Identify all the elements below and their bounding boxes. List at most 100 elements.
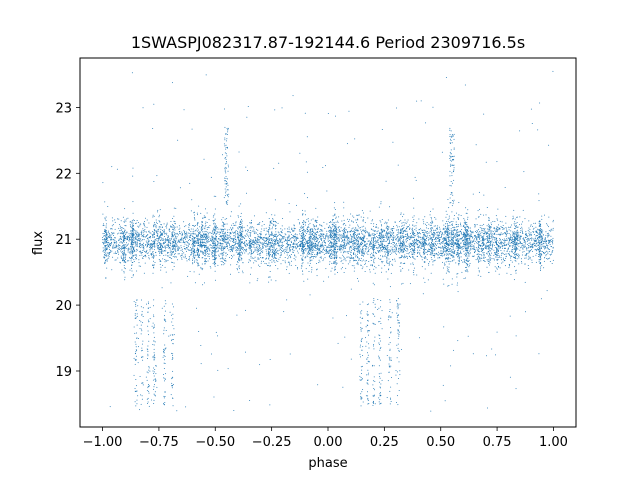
data-point	[527, 252, 529, 254]
data-point	[266, 257, 268, 259]
data-point	[447, 225, 449, 227]
data-point	[246, 244, 248, 246]
data-point	[528, 255, 530, 257]
data-point	[464, 245, 466, 247]
data-point	[389, 231, 391, 233]
data-point	[265, 245, 267, 247]
data-point	[103, 249, 105, 251]
data-point	[292, 235, 294, 237]
data-point	[118, 238, 120, 240]
data-point	[507, 253, 509, 255]
data-point	[483, 257, 485, 259]
data-point	[293, 236, 295, 238]
data-point	[440, 241, 442, 243]
data-point	[254, 247, 256, 249]
data-point	[177, 242, 179, 244]
data-point	[463, 232, 465, 234]
data-point	[187, 246, 189, 248]
data-point	[341, 239, 343, 241]
data-point	[129, 257, 131, 259]
data-point	[260, 238, 262, 240]
data-point	[521, 254, 523, 256]
data-point	[439, 239, 441, 240]
data-point	[279, 247, 281, 249]
data-point	[294, 259, 296, 261]
data-point	[405, 241, 407, 243]
data-point	[460, 222, 462, 224]
data-point	[527, 236, 529, 238]
data-point	[500, 247, 502, 249]
data-point	[229, 236, 231, 238]
data-point	[318, 262, 320, 264]
data-point	[167, 255, 168, 257]
data-point	[304, 244, 306, 246]
data-point	[169, 242, 171, 244]
data-point	[407, 237, 409, 239]
data-point	[277, 231, 279, 233]
data-point	[504, 239, 506, 241]
data-point	[430, 247, 432, 249]
data-point	[225, 243, 227, 245]
data-point	[510, 235, 512, 237]
data-point	[266, 230, 268, 232]
data-point	[534, 245, 536, 247]
data-point	[293, 239, 295, 241]
data-point	[316, 234, 318, 236]
data-point	[149, 250, 151, 252]
data-point	[370, 256, 372, 258]
data-point	[156, 239, 158, 241]
data-point	[171, 258, 173, 260]
data-point	[200, 246, 202, 248]
data-point	[233, 231, 235, 233]
data-point	[529, 229, 531, 231]
data-point	[389, 260, 391, 262]
data-point	[307, 252, 309, 254]
data-point	[215, 239, 217, 241]
data-point	[264, 241, 266, 243]
data-point	[208, 249, 210, 251]
data-point	[145, 235, 147, 237]
data-point	[102, 236, 104, 238]
data-point	[172, 231, 174, 233]
data-point	[347, 256, 349, 258]
data-point	[369, 243, 371, 245]
data-point	[135, 233, 137, 234]
data-point	[551, 241, 553, 243]
data-point	[304, 231, 306, 233]
data-point	[547, 258, 549, 260]
data-point	[187, 242, 189, 244]
data-point	[487, 245, 489, 247]
data-point	[272, 223, 274, 225]
data-point	[395, 248, 397, 250]
data-point	[387, 229, 389, 231]
data-point	[186, 260, 188, 262]
data-point	[166, 223, 168, 225]
data-point	[462, 248, 464, 250]
data-point	[414, 247, 416, 249]
data-point	[494, 228, 496, 230]
data-point	[171, 226, 173, 228]
data-point	[543, 267, 545, 269]
data-point	[320, 243, 322, 245]
data-point	[525, 231, 527, 233]
data-point	[108, 237, 110, 239]
data-point	[529, 233, 531, 235]
data-point	[115, 259, 117, 261]
data-point	[261, 248, 263, 250]
data-point	[322, 235, 324, 237]
data-point	[109, 249, 111, 251]
data-point	[540, 255, 542, 257]
data-point	[142, 232, 144, 234]
data-point	[421, 238, 423, 239]
data-point	[477, 231, 479, 233]
data-point	[247, 243, 249, 245]
data-point	[263, 239, 265, 241]
data-point	[235, 240, 237, 242]
data-point	[481, 227, 483, 229]
data-point	[478, 244, 480, 246]
data-point	[537, 232, 539, 234]
data-point	[511, 234, 513, 236]
data-point	[517, 237, 519, 239]
data-point	[247, 234, 249, 236]
data-point	[148, 255, 150, 257]
